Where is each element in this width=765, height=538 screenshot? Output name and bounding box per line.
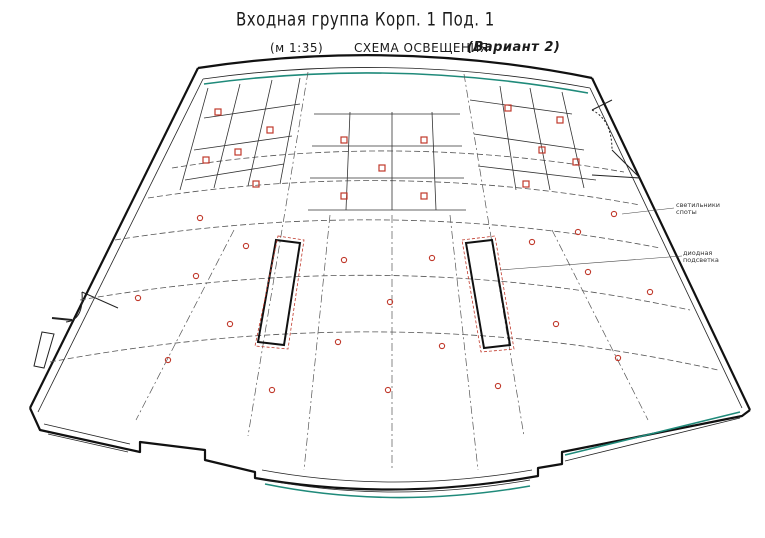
- led-strip-left: [256, 238, 302, 347]
- left-inner: [37, 78, 204, 413]
- square-ceiling-light-icon: [202, 156, 210, 164]
- square-ceiling-light-icon: [266, 126, 274, 134]
- left-wall: [29, 67, 199, 409]
- round-spot-light-icon: [528, 238, 536, 246]
- round-spot-light-icon: [552, 320, 560, 328]
- right-door: [591, 99, 641, 179]
- bottom-wall: [28, 407, 751, 491]
- drawing-variant: (Вариант 2): [467, 40, 561, 55]
- round-spot-light-icon: [334, 338, 342, 346]
- square-ceiling-light-icon: [252, 180, 260, 188]
- round-spot-light-icon: [438, 342, 446, 350]
- square-ceiling-light-icon: [340, 136, 348, 144]
- led-strip-right: [464, 238, 512, 350]
- drawing-scale: (м 1:35): [270, 41, 324, 55]
- drawing-title: Входная группа Корп. 1 Под. 1: [236, 8, 495, 31]
- inner-wall-lines: [37, 67, 743, 499]
- grid-panels: [179, 77, 597, 211]
- round-spot-light-icon: [268, 386, 276, 394]
- right-wall: [591, 77, 751, 411]
- ceiling-arcs: [49, 150, 719, 371]
- square-ceiling-light-icon: [234, 148, 242, 156]
- round-spot-light-icon: [164, 356, 172, 364]
- round-spot-light-icon: [494, 382, 502, 390]
- round-spot-light-icon: [384, 386, 392, 394]
- round-spot-light-icon: [134, 294, 142, 302]
- note-led-strip-line2: подсветка: [683, 256, 719, 264]
- note-spot-lights-line1: светильники: [676, 201, 721, 209]
- round-spot-light-icon: [340, 256, 348, 264]
- square-ceiling-light-icon: [420, 192, 428, 200]
- round-spot-light-icon: [584, 268, 592, 276]
- square-ceiling-light-icon: [572, 158, 580, 166]
- round-spot-light-icon: [610, 210, 618, 218]
- round-spot-light-icon: [646, 288, 654, 296]
- round-spot-light-icon: [242, 242, 250, 250]
- note-led-strip-line1: диодная: [683, 249, 713, 257]
- square-ceiling-light-icon: [556, 116, 564, 124]
- round-spot-light-icon: [192, 272, 200, 280]
- outer-walls: [28, 54, 751, 491]
- round-spot-light-icon: [226, 320, 234, 328]
- round-spot-light-icon: [196, 214, 204, 222]
- square-ceiling-light-icon: [420, 136, 428, 144]
- led-strips: [254, 235, 515, 353]
- square-ceiling-light-icon: [214, 108, 222, 116]
- square-fixtures: [202, 104, 580, 200]
- right-inner: [589, 87, 743, 409]
- spot-fixtures: [134, 210, 654, 394]
- note-led-strip: диодная подсветка: [683, 250, 719, 264]
- note-spot-lights-line2: споты: [676, 208, 697, 216]
- round-spot-light-icon: [386, 298, 394, 306]
- round-spot-light-icon: [428, 254, 436, 262]
- square-ceiling-light-icon: [340, 192, 348, 200]
- square-ceiling-light-icon: [538, 146, 546, 154]
- note-spot-lights: светильники споты: [676, 202, 720, 216]
- left-door: [33, 291, 119, 369]
- leader-lines: [499, 207, 683, 271]
- drawing-subtitle: СХЕМА ОСВЕЩЕНИЯ: [354, 41, 489, 55]
- top-arc-wall: [197, 54, 593, 80]
- round-spot-light-icon: [574, 228, 582, 236]
- square-ceiling-light-icon: [522, 180, 530, 188]
- square-ceiling-light-icon: [378, 164, 386, 172]
- square-ceiling-light-icon: [504, 104, 512, 112]
- top-inner-arc: [202, 67, 591, 89]
- round-spot-light-icon: [614, 354, 622, 362]
